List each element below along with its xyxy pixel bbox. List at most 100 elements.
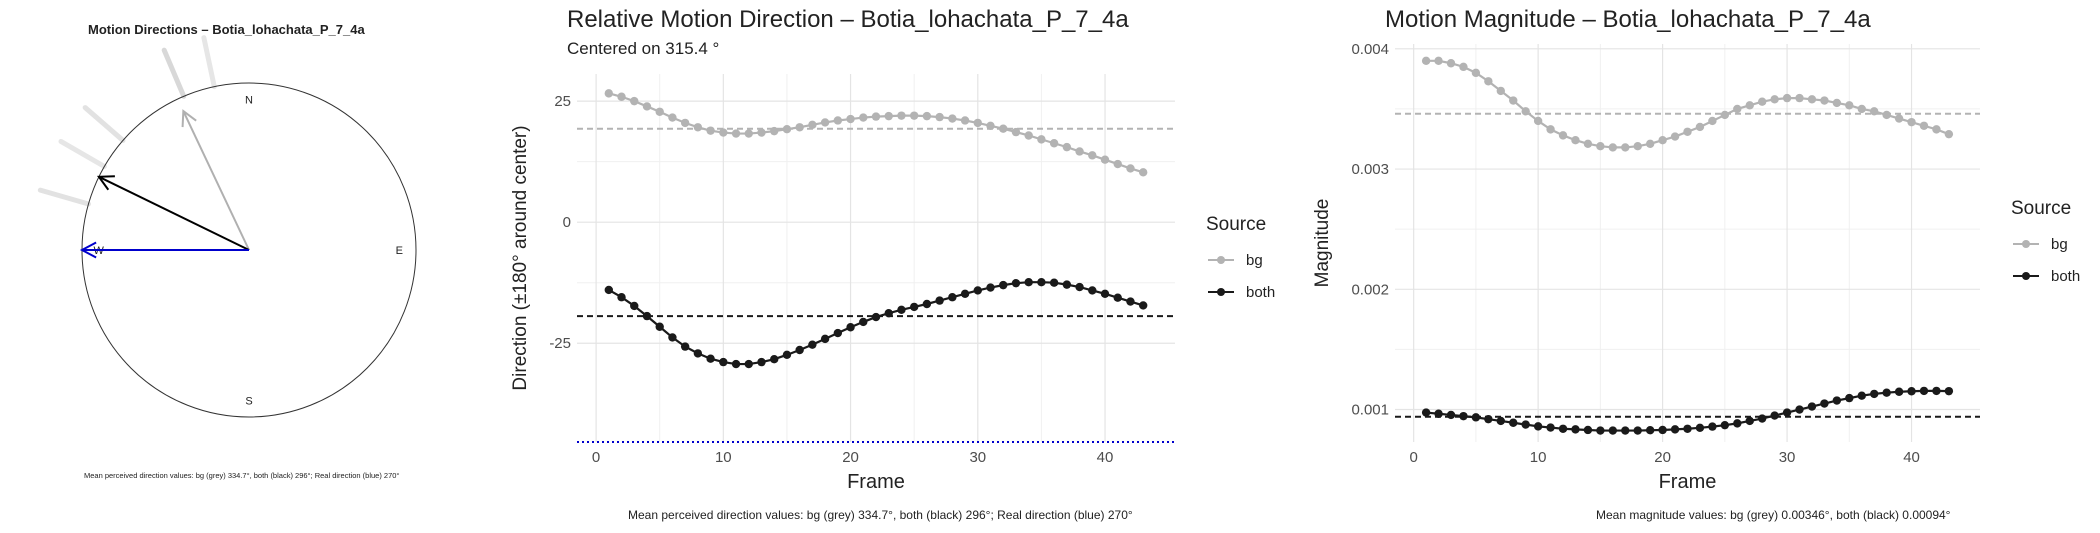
data-point-both <box>1062 280 1072 289</box>
data-point-both <box>1670 425 1680 434</box>
data-point-bg <box>693 123 703 132</box>
data-point-both <box>1471 413 1481 422</box>
data-point-bg <box>999 124 1008 133</box>
legend-label-both: both <box>1246 283 1276 301</box>
y-tick-label: 0.001 <box>1351 402 1389 419</box>
data-point-bg <box>909 111 919 120</box>
y-tick-label: 0.002 <box>1351 281 1389 298</box>
data-point-bg <box>731 129 741 138</box>
data-point-both <box>859 317 868 327</box>
data-point-bg <box>668 113 677 122</box>
data-point-bg <box>1113 159 1122 169</box>
faint-direction-streak <box>201 35 217 90</box>
data-point-bg <box>1062 142 1072 152</box>
x-tick-label: 30 <box>969 449 986 466</box>
direction-legend: Source bg both <box>1206 214 1275 308</box>
data-point-bg <box>846 114 855 124</box>
data-point-both <box>871 312 881 322</box>
y-tick-label: 25 <box>554 93 571 110</box>
data-point-bg <box>1471 68 1481 78</box>
data-point-both <box>1757 414 1767 423</box>
data-point-bg <box>655 107 664 116</box>
data-point-both <box>1932 386 1941 396</box>
data-point-both <box>1919 386 1929 396</box>
y-axis-label: Magnitude <box>1312 199 1333 288</box>
x-tick-label: 10 <box>715 449 732 466</box>
data-point-both <box>1446 410 1456 420</box>
data-point-both <box>1011 278 1021 288</box>
legend-title: Source <box>2011 198 2072 219</box>
data-point-both <box>884 309 893 318</box>
compass-title: Motion Directions – Botia_lohachata_P_7_… <box>88 22 365 37</box>
data-point-bg <box>1621 143 1630 152</box>
data-point-bg <box>1770 95 1779 104</box>
compass-footnote: Mean perceived direction values: bg (gre… <box>84 471 400 480</box>
data-point-both <box>1434 409 1443 418</box>
data-point-bg <box>960 116 970 125</box>
data-point-bg <box>1421 56 1431 66</box>
faint-direction-streak <box>58 138 107 169</box>
data-point-bg <box>1024 131 1033 140</box>
data-point-both <box>1088 286 1097 295</box>
legend-key-bg <box>2013 240 2039 248</box>
data-point-bg <box>1733 104 1742 114</box>
faint-direction-streak <box>37 187 91 207</box>
data-point-bg <box>795 123 804 132</box>
data-point-both <box>1894 387 1904 396</box>
data-point-bg <box>871 112 881 121</box>
compass-label-n: N <box>245 95 253 107</box>
data-point-both <box>1037 278 1046 287</box>
data-point-bg <box>922 111 932 121</box>
legend-item-both: both <box>1206 276 1275 308</box>
data-point-bg <box>808 120 817 130</box>
data-point-both <box>744 359 753 369</box>
y-tick-label: 0.003 <box>1351 161 1389 178</box>
data-point-bg <box>744 129 753 138</box>
data-point-bg <box>1645 139 1655 149</box>
data-point-both <box>1100 289 1110 299</box>
x-tick-label: 30 <box>1779 449 1796 466</box>
data-point-both <box>617 293 626 302</box>
data-point-both <box>706 354 715 363</box>
legend-key-bg <box>1208 256 1234 264</box>
data-point-both <box>1944 386 1954 396</box>
data-point-bg <box>706 126 715 135</box>
faint-direction-streak <box>161 47 187 99</box>
data-point-both <box>922 299 932 309</box>
data-point-both <box>1533 422 1543 431</box>
data-point-bg <box>1037 135 1046 144</box>
data-point-bg <box>935 112 944 122</box>
data-point-both <box>1608 426 1618 435</box>
x-tick-label: 20 <box>842 449 859 466</box>
direction-chart-panel: Relative Motion Direction – Botia_lohach… <box>500 0 1300 533</box>
compass-panel: Motion Directions – Botia_lohachata_P_7_… <box>0 0 500 533</box>
data-point-bg <box>1533 116 1543 126</box>
data-point-bg <box>1757 97 1767 106</box>
data-point-both <box>1857 391 1866 400</box>
data-point-bg <box>1546 125 1555 134</box>
data-point-bg <box>1509 96 1518 105</box>
data-point-both <box>1820 399 1829 408</box>
data-point-both <box>846 323 855 332</box>
data-point-bg <box>1658 135 1667 145</box>
data-point-bg <box>1521 107 1530 116</box>
legend-label-both: both <box>2051 267 2081 285</box>
direction-chart-title: Relative Motion Direction – Botia_lohach… <box>567 6 1129 33</box>
data-point-both <box>1795 405 1804 414</box>
magnitude-footnote: Mean magnitude values: bg (grey) 0.00346… <box>1596 508 1951 522</box>
data-point-both <box>1832 396 1842 405</box>
legend-key-both <box>1208 288 1234 296</box>
data-point-both <box>1695 423 1705 433</box>
data-point-both <box>1807 402 1817 411</box>
x-axis-label: Frame <box>1659 471 1717 493</box>
data-point-bg <box>1782 93 1792 103</box>
data-point-bg <box>757 128 766 137</box>
data-point-bg <box>1832 98 1842 108</box>
data-point-both <box>1596 426 1605 435</box>
data-point-bg <box>719 128 728 137</box>
data-point-bg <box>1894 114 1904 123</box>
data-point-both <box>1421 408 1431 417</box>
data-point-both <box>719 357 728 367</box>
data-point-both <box>782 350 792 360</box>
data-point-bg <box>973 118 982 128</box>
